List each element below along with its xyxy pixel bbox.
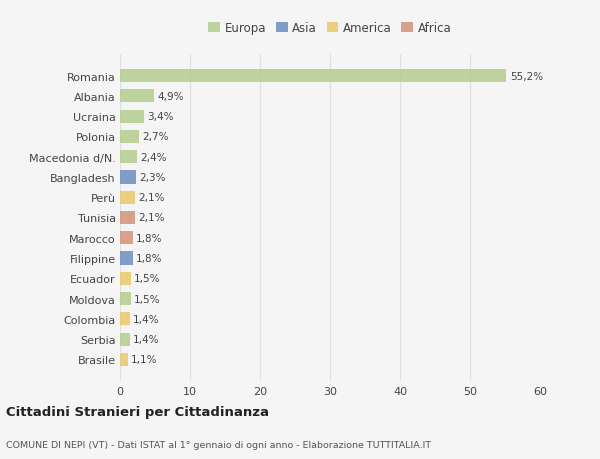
Bar xyxy=(120,151,137,164)
Text: 1,5%: 1,5% xyxy=(134,274,161,284)
Bar xyxy=(120,252,133,265)
Bar xyxy=(120,353,128,366)
Bar xyxy=(120,90,154,103)
Bar xyxy=(120,313,130,326)
Bar xyxy=(120,70,506,83)
Bar xyxy=(120,333,130,346)
Text: COMUNE DI NEPI (VT) - Dati ISTAT al 1° gennaio di ogni anno - Elaborazione TUTTI: COMUNE DI NEPI (VT) - Dati ISTAT al 1° g… xyxy=(6,441,431,449)
Text: 2,3%: 2,3% xyxy=(140,173,166,183)
Bar xyxy=(120,191,134,204)
Bar xyxy=(120,130,139,144)
Text: 1,5%: 1,5% xyxy=(134,294,161,304)
Text: 1,1%: 1,1% xyxy=(131,355,158,364)
Text: 55,2%: 55,2% xyxy=(510,72,543,81)
Text: 1,4%: 1,4% xyxy=(133,334,160,344)
Legend: Europa, Asia, America, Africa: Europa, Asia, America, Africa xyxy=(208,22,452,35)
Bar xyxy=(120,110,144,123)
Text: 2,1%: 2,1% xyxy=(138,213,164,223)
Text: 1,8%: 1,8% xyxy=(136,233,163,243)
Bar xyxy=(120,232,133,245)
Text: 2,4%: 2,4% xyxy=(140,152,167,162)
Text: 1,4%: 1,4% xyxy=(133,314,160,324)
Bar xyxy=(120,171,136,184)
Text: 2,1%: 2,1% xyxy=(138,193,164,203)
Bar xyxy=(120,212,134,224)
Text: 1,8%: 1,8% xyxy=(136,253,163,263)
Text: Cittadini Stranieri per Cittadinanza: Cittadini Stranieri per Cittadinanza xyxy=(6,405,269,419)
Bar xyxy=(120,292,131,306)
Text: 3,4%: 3,4% xyxy=(148,112,174,122)
Bar xyxy=(120,272,131,285)
Text: 2,7%: 2,7% xyxy=(142,132,169,142)
Text: 4,9%: 4,9% xyxy=(158,92,184,102)
